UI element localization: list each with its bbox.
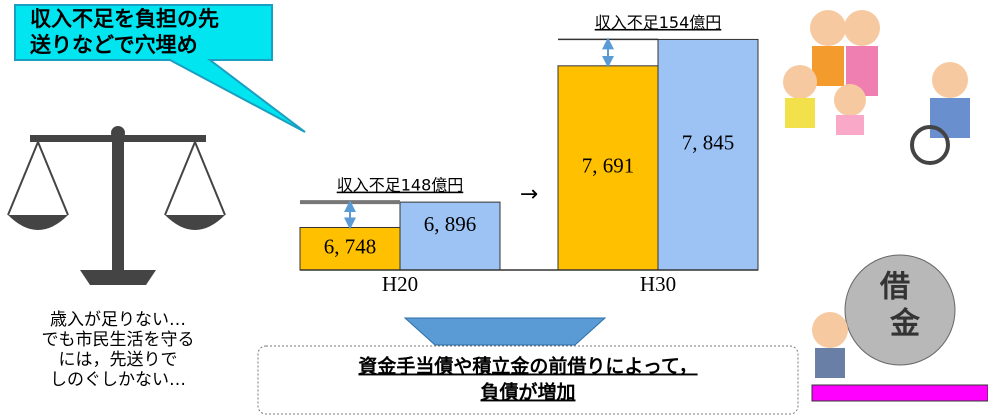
note-line: 歳入が足りない… <box>50 310 186 330</box>
x-tick-label: H30 <box>640 272 676 296</box>
shortfall-label: 収入不足154億円 <box>595 13 722 32</box>
note-line: しのぐしかない… <box>50 370 186 390</box>
callout-line: 送りなどで穴埋め <box>30 33 198 57</box>
callout-box <box>14 4 306 133</box>
scale-icon <box>7 126 226 285</box>
illustration-text: 金 <box>889 307 921 342</box>
value-label: 7, 691 <box>582 154 635 178</box>
conclusion-box <box>257 345 799 415</box>
x-tick-label: H20 <box>382 272 418 296</box>
chart: 6, 748 6, 896 H20 収入不足148億円 7, 691 7, 845 H30 収… <box>299 13 759 296</box>
bar <box>657 38 759 271</box>
down-arrow <box>403 317 607 346</box>
bar <box>399 201 501 271</box>
shortfall-label: 収入不足148億円 <box>337 176 464 195</box>
conclusion-line: 資金手当債や積立金の前借りによって， <box>358 355 697 378</box>
family-illustration <box>783 10 970 165</box>
highlight-bar <box>811 384 988 402</box>
conclusion-line: 負債が増加 <box>480 381 575 404</box>
transition-arrow: → <box>520 182 538 207</box>
debt-illustration <box>812 254 956 378</box>
callout-line: 収入不足を負担の先 <box>30 7 219 31</box>
bar <box>557 65 659 271</box>
note-line: には，先送りで <box>59 350 178 370</box>
value-label: 7, 845 <box>682 131 735 155</box>
illustration-text: 借 <box>879 270 910 305</box>
note-line: でも市民生活を守る <box>42 330 195 350</box>
value-label: 6, 896 <box>424 212 477 236</box>
value-label: 6, 748 <box>324 235 377 259</box>
